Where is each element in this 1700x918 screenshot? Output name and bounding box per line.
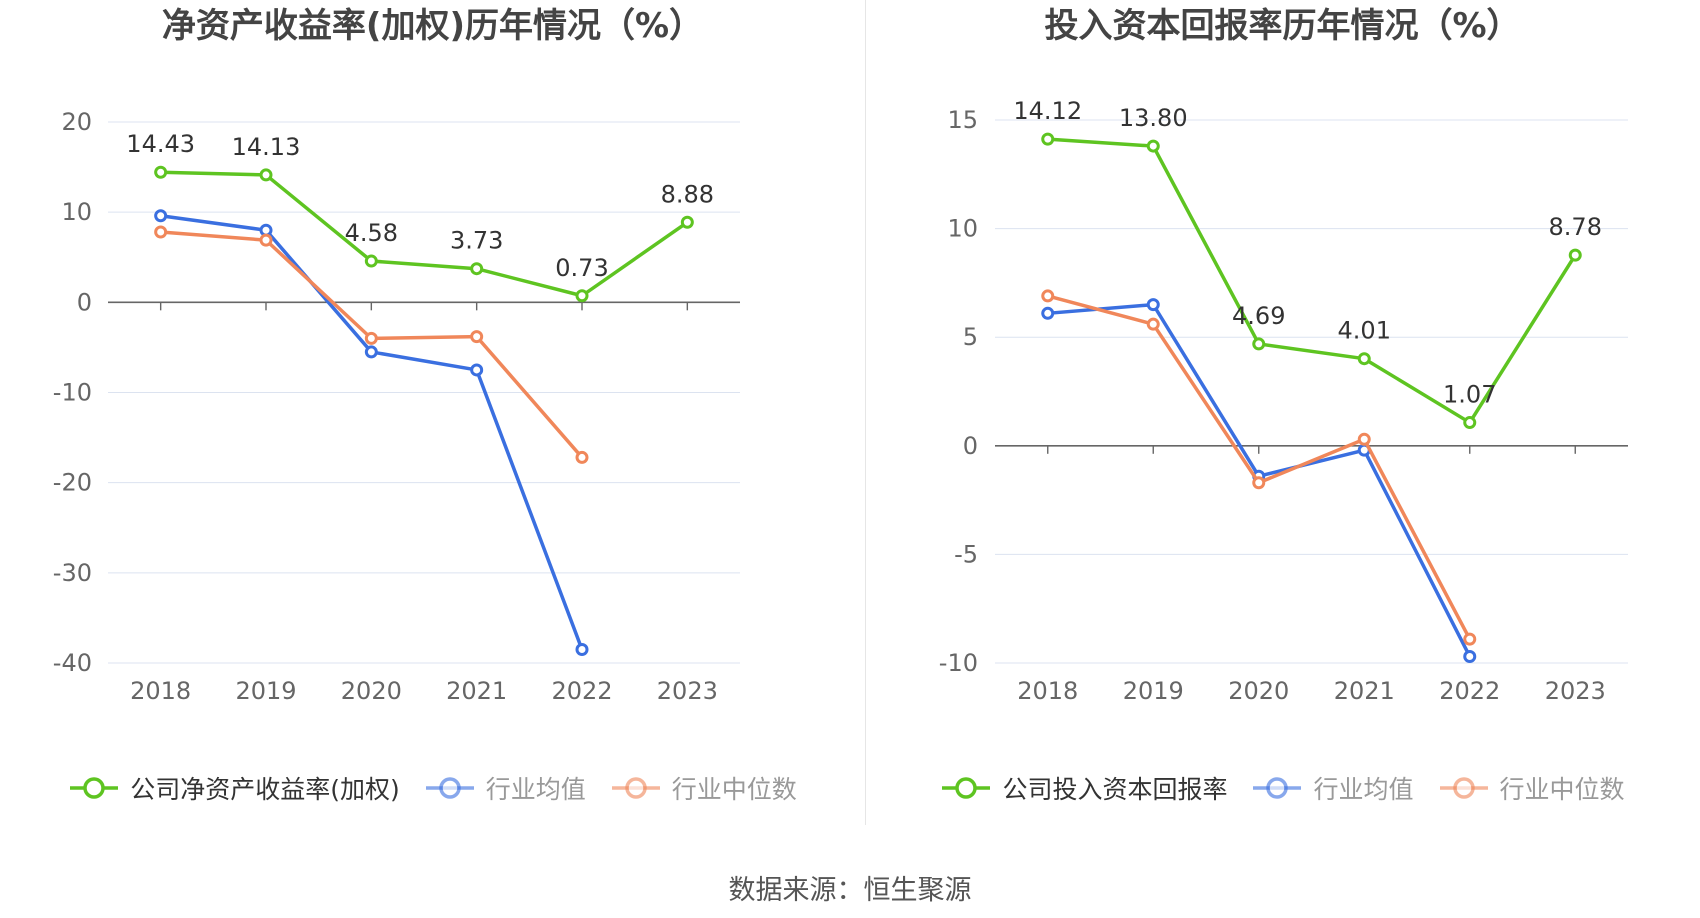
roe-y-tick-label: -10 — [53, 379, 92, 407]
roe-x-tick-label: 2023 — [657, 677, 718, 705]
roe-data-point[interactable] — [259, 168, 273, 182]
panel-divider — [865, 0, 866, 825]
roe-legend-item[interactable]: 行业均值 — [424, 770, 586, 806]
legend-line-circle-icon — [425, 777, 474, 799]
roic-legend: 公司投入资本回报率 行业均值 行业中位数 — [865, 770, 1700, 806]
roic-y-tick-label: 5 — [963, 323, 978, 351]
roe-data-label: 3.73 — [450, 227, 503, 255]
roic-data-point[interactable] — [1463, 632, 1477, 646]
roe-data-point[interactable] — [575, 642, 589, 656]
roe-data-point[interactable] — [364, 345, 378, 359]
roic-x-tick-label: 2022 — [1439, 677, 1500, 705]
roic-data-point[interactable] — [1568, 248, 1582, 262]
roic-data-point[interactable] — [1041, 306, 1055, 320]
roic-legend-label: 行业中位数 — [1499, 775, 1625, 804]
roe-data-point[interactable] — [470, 262, 484, 276]
roic-legend-label: 公司投入资本回报率 — [1002, 775, 1228, 804]
roe-y-tick-label: -20 — [53, 469, 92, 497]
roe-series-line-company — [160, 170, 689, 298]
roic-data-point[interactable] — [1041, 289, 1055, 303]
roic-y-tick-label: 10 — [947, 215, 978, 243]
roic-data-label: 13.80 — [1119, 104, 1188, 132]
roe-y-tick-label: -30 — [53, 559, 92, 587]
legend-line-circle-icon — [942, 777, 991, 799]
roe-x-tick-label: 2019 — [235, 677, 296, 705]
roic-data-label: 1.07 — [1443, 381, 1496, 409]
roic-x-tick-label: 2019 — [1123, 677, 1184, 705]
roic-x-tick-label: 2021 — [1334, 677, 1395, 705]
roic-x-tick-label: 2018 — [1017, 677, 1078, 705]
roic-legend-item[interactable]: 行业中位数 — [1438, 770, 1625, 806]
roe-x-tick-label: 2020 — [341, 677, 402, 705]
roe-legend: 公司净资产收益率(加权) 行业均值 行业中位数 — [0, 770, 865, 806]
roe-y-tick-label: 10 — [61, 198, 92, 226]
roe-y-tick-label: 0 — [77, 288, 92, 316]
roe-legend-label: 行业均值 — [485, 775, 586, 804]
roic-y-tick-label: -5 — [954, 540, 978, 568]
roe-legend-item[interactable]: 公司净资产收益率(加权) — [68, 770, 400, 806]
roic-data-point[interactable] — [1146, 298, 1160, 312]
roic-data-point[interactable] — [1146, 317, 1160, 331]
roic-x-tick-label: 2020 — [1228, 677, 1289, 705]
roic-data-point[interactable] — [1252, 337, 1266, 351]
roe-data-point[interactable] — [259, 233, 273, 247]
roic-chart: 投入资本回报率历年情况（%） 15 10 5 0 -5 -10 2018 2019 2020 20… — [865, 0, 1700, 820]
roe-data-point[interactable] — [470, 330, 484, 344]
roic-data-point[interactable] — [1252, 476, 1266, 490]
roic-y-tick-label: 0 — [963, 432, 978, 460]
roic-data-point[interactable] — [1146, 139, 1160, 153]
roic-y-tick-label: -10 — [939, 649, 978, 677]
roe-legend-label: 行业中位数 — [671, 775, 797, 804]
roe-legend-item[interactable]: 行业中位数 — [610, 770, 797, 806]
roic-series-line-company — [1047, 137, 1577, 425]
roic-data-point[interactable] — [1357, 432, 1371, 446]
data-source-note: 数据来源：恒生聚源 — [728, 875, 972, 906]
roe-data-point[interactable] — [364, 254, 378, 268]
roe-x-tick-label: 2018 — [130, 677, 191, 705]
roic-data-label: 4.69 — [1232, 302, 1285, 330]
roe-data-point[interactable] — [575, 450, 589, 464]
roic-data-point[interactable] — [1463, 416, 1477, 430]
roe-data-label: 0.73 — [555, 254, 608, 282]
roe-data-label: 4.58 — [345, 219, 398, 247]
roic-chart-title: 投入资本回报率历年情况（%） — [1044, 6, 1521, 46]
legend-line-circle-icon — [611, 777, 660, 799]
legend-line-circle-icon — [1253, 777, 1302, 799]
roe-data-point[interactable] — [575, 289, 589, 303]
roic-legend-item[interactable]: 行业均值 — [1251, 770, 1414, 806]
roe-x-tick-label: 2021 — [446, 677, 507, 705]
roic-data-label: 8.78 — [1549, 213, 1602, 241]
roic-plot-area: 15 10 5 0 -5 -10 2018 2019 2020 2021 2022 2023 14.12… — [939, 97, 1628, 705]
legend-line-circle-icon — [70, 777, 119, 799]
roic-data-point[interactable] — [1041, 132, 1055, 146]
roe-y-tick-label: 20 — [61, 108, 92, 136]
roe-data-label: 14.43 — [126, 130, 195, 158]
roe-plot-area: 20 10 0 -10 -20 -30 -40 2018 2019 2020 2021 2022 202… — [53, 108, 740, 705]
roe-chart-title: 净资产收益率(加权)历年情况（%） — [161, 6, 704, 46]
roe-data-point[interactable] — [364, 331, 378, 345]
roe-data-label: 14.13 — [232, 133, 301, 161]
roe-data-label: 8.88 — [661, 180, 714, 208]
roic-legend-item[interactable]: 公司投入资本回报率 — [940, 770, 1227, 806]
roic-data-point[interactable] — [1357, 352, 1371, 366]
legend-line-circle-icon — [1439, 777, 1488, 799]
roic-data-point[interactable] — [1463, 649, 1477, 663]
roe-x-tick-label: 2022 — [551, 677, 612, 705]
roic-data-label: 4.01 — [1338, 317, 1391, 345]
roic-data-label: 14.12 — [1013, 97, 1082, 125]
roe-data-point[interactable] — [680, 215, 694, 229]
roe-data-point[interactable] — [470, 363, 484, 377]
roe-data-point[interactable] — [154, 225, 168, 239]
roic-legend-label: 行业均值 — [1313, 775, 1414, 804]
roe-chart: 净资产收益率(加权)历年情况（%） 20 10 0 -10 -20 -30 -40 2018 2… — [0, 0, 865, 820]
roe-y-tick-label: -40 — [53, 649, 92, 677]
roic-x-tick-label: 2023 — [1545, 677, 1606, 705]
roe-data-point[interactable] — [154, 165, 168, 179]
roe-data-point[interactable] — [154, 209, 168, 223]
roic-y-tick-label: 15 — [947, 106, 978, 134]
roe-legend-label: 公司净资产收益率(加权) — [130, 775, 400, 804]
